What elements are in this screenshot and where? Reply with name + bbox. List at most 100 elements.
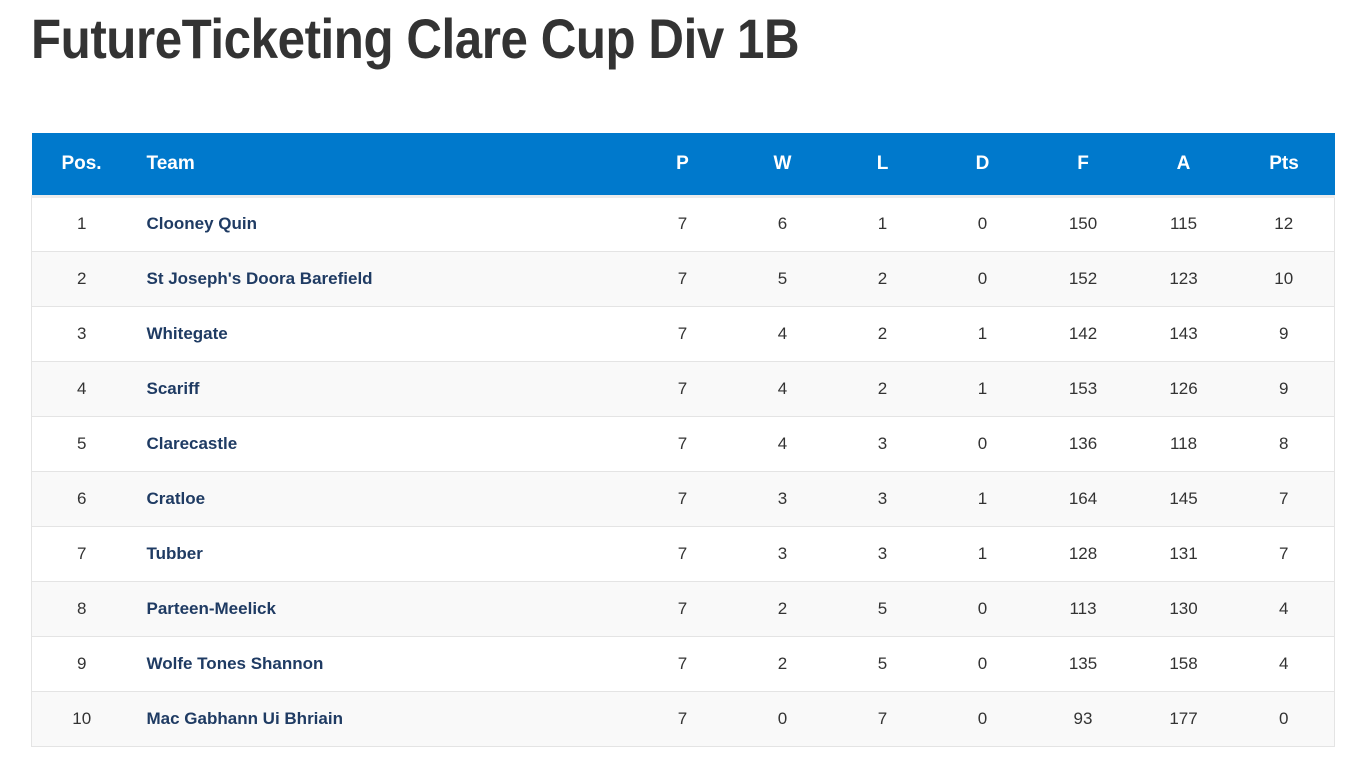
- header-team: Team: [131, 133, 633, 198]
- cell-drawn: 1: [932, 306, 1033, 362]
- cell-lost: 2: [832, 251, 933, 307]
- cell-played: 7: [632, 416, 733, 472]
- team-link[interactable]: Wolfe Tones Shannon: [146, 653, 324, 673]
- cell-won: 3: [732, 526, 833, 582]
- cell-for: 150: [1032, 196, 1134, 252]
- cell-drawn: 0: [932, 691, 1033, 747]
- header-pos: Pos.: [31, 133, 132, 198]
- cell-lost: 5: [832, 636, 933, 692]
- cell-points: 4: [1233, 636, 1335, 692]
- team-link[interactable]: Clooney Quin: [146, 214, 258, 233]
- cell-team: Cratloe: [131, 471, 633, 527]
- table-row: 5 Clarecastle 7 4 3 0 136 118 8: [31, 416, 1335, 472]
- team-link[interactable]: Whitegate: [146, 323, 228, 343]
- team-link[interactable]: Tubber: [146, 543, 203, 563]
- cell-team: Parteen-Meelick: [131, 581, 633, 637]
- team-link[interactable]: Clarecastle: [146, 433, 238, 453]
- cell-points: 9: [1233, 361, 1335, 417]
- cell-drawn: 1: [932, 526, 1033, 582]
- team-link[interactable]: Cratloe: [146, 488, 206, 508]
- table-body: 1 Clooney Quin 7 6 1 0 150 115 12 2 St Joseph's Do…: [31, 196, 1335, 747]
- cell-played: 7: [632, 526, 733, 582]
- cell-points: 7: [1233, 471, 1335, 527]
- cell-team: Scariff: [131, 361, 633, 417]
- header-won: W: [732, 133, 833, 198]
- cell-played: 7: [632, 471, 733, 527]
- cell-won: 0: [732, 691, 833, 747]
- cell-pos: 8: [31, 581, 132, 637]
- cell-for: 136: [1032, 416, 1134, 472]
- team-link[interactable]: St Joseph's Doora Barefield: [146, 268, 373, 288]
- cell-drawn: 1: [932, 361, 1033, 417]
- cell-team: St Joseph's Doora Barefield: [131, 251, 633, 307]
- cell-against: 177: [1133, 691, 1234, 747]
- cell-for: 113: [1032, 581, 1134, 637]
- cell-lost: 7: [832, 691, 933, 747]
- cell-pos: 3: [31, 306, 132, 362]
- cell-drawn: 0: [932, 196, 1033, 252]
- cell-for: 152: [1032, 251, 1134, 307]
- cell-played: 7: [632, 691, 733, 747]
- cell-lost: 5: [832, 581, 933, 637]
- cell-for: 128: [1032, 526, 1134, 582]
- cell-against: 131: [1133, 526, 1234, 582]
- cell-against: 118: [1133, 416, 1234, 472]
- table-row: 3 Whitegate 7 4 2 1 142 143 9: [31, 306, 1335, 362]
- cell-played: 7: [632, 306, 733, 362]
- team-link[interactable]: Parteen-Meelick: [146, 598, 276, 618]
- cell-points: 4: [1233, 581, 1335, 637]
- team-link[interactable]: Scariff: [146, 378, 200, 398]
- cell-team: Whitegate: [131, 306, 633, 362]
- cell-drawn: 0: [932, 416, 1033, 472]
- cell-drawn: 1: [932, 471, 1033, 527]
- cell-played: 7: [632, 581, 733, 637]
- table-row: 10 Mac Gabhann Ui Bhriain 7 0 7 0 93 177 0: [31, 691, 1335, 747]
- cell-won: 5: [732, 251, 833, 307]
- cell-lost: 3: [832, 526, 933, 582]
- cell-pos: 9: [31, 636, 132, 692]
- cell-drawn: 0: [932, 251, 1033, 307]
- header-for: F: [1032, 133, 1134, 198]
- cell-drawn: 0: [932, 581, 1033, 637]
- header-lost: L: [832, 133, 933, 198]
- header-against: A: [1133, 133, 1234, 198]
- cell-points: 8: [1233, 416, 1335, 472]
- cell-points: 9: [1233, 306, 1335, 362]
- header-points: Pts: [1233, 133, 1335, 198]
- cell-lost: 2: [832, 361, 933, 417]
- cell-played: 7: [632, 196, 733, 252]
- cell-for: 135: [1032, 636, 1134, 692]
- cell-pos: 2: [31, 251, 132, 307]
- cell-team: Clooney Quin: [131, 196, 633, 252]
- cell-lost: 1: [832, 196, 933, 252]
- cell-team: Wolfe Tones Shannon: [131, 636, 633, 692]
- cell-for: 142: [1032, 306, 1134, 362]
- header-row: Pos. Team P W L D F A Pts: [31, 133, 1335, 198]
- table-row: 2 St Joseph's Doora Barefield 7 5 2 0 152 123 10: [31, 251, 1335, 307]
- cell-against: 123: [1133, 251, 1234, 307]
- cell-for: 164: [1032, 471, 1134, 527]
- table-row: 6 Cratloe 7 3 3 1 164 145 7: [31, 471, 1335, 527]
- cell-team: Tubber: [131, 526, 633, 582]
- page-title: FutureTicketing Clare Cup Div 1B: [31, 7, 800, 70]
- cell-won: 4: [732, 306, 833, 362]
- cell-for: 153: [1032, 361, 1134, 417]
- table-row: 8 Parteen-Meelick 7 2 5 0 113 130 4: [31, 581, 1335, 637]
- cell-points: 7: [1233, 526, 1335, 582]
- header-played: P: [632, 133, 733, 198]
- cell-against: 158: [1133, 636, 1234, 692]
- table-header: Pos. Team P W L D F A Pts: [31, 133, 1335, 198]
- cell-pos: 5: [31, 416, 132, 472]
- cell-against: 126: [1133, 361, 1234, 417]
- cell-drawn: 0: [932, 636, 1033, 692]
- table-row: 9 Wolfe Tones Shannon 7 2 5 0 135 158 4: [31, 636, 1335, 692]
- table-row: 1 Clooney Quin 7 6 1 0 150 115 12: [31, 196, 1335, 252]
- cell-for: 93: [1032, 691, 1134, 747]
- team-link[interactable]: Mac Gabhann Ui Bhriain: [146, 708, 343, 728]
- cell-lost: 2: [832, 306, 933, 362]
- cell-points: 10: [1233, 251, 1335, 307]
- cell-against: 130: [1133, 581, 1234, 637]
- cell-won: 4: [732, 361, 833, 417]
- league-table: Pos. Team P W L D F A Pts 1 Clooney Quin 7…: [31, 133, 1335, 747]
